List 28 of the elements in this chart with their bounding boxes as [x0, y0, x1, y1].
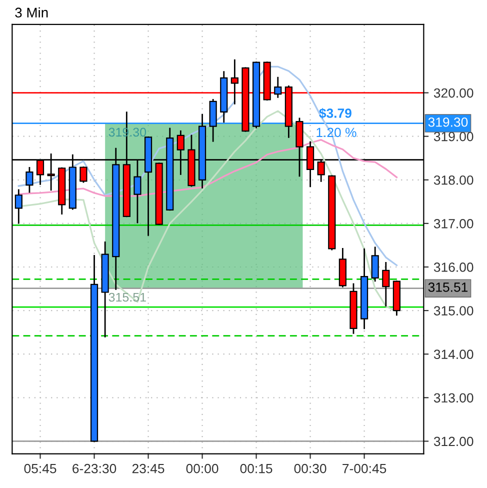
annotation: 315.51: [108, 292, 146, 302]
ref-line-label: 315.51: [428, 282, 468, 292]
x-tick-label: 00:30: [294, 464, 326, 474]
y-tick-label: 314.00: [434, 350, 474, 360]
y-tick-label: 317.00: [434, 219, 474, 228]
x-tick-label: 00:00: [186, 464, 218, 474]
x-tick-label: 7-00:45: [342, 464, 386, 474]
y-tick-label: 312.00: [434, 436, 474, 446]
x-tick-label: 6-23:30: [72, 464, 116, 474]
annotation: $3.79: [319, 108, 352, 119]
candlestick: [26, 166, 34, 193]
candlestick: [80, 166, 88, 183]
chart-title: 3 Min: [15, 7, 48, 18]
x-tick-label: 23:45: [132, 464, 164, 474]
y-tick-label: 315.00: [434, 306, 474, 316]
candlestick: [371, 246, 379, 282]
candlestick: [274, 76, 282, 98]
y-tick-label: 318.00: [434, 175, 474, 185]
y-tick-label: 316.00: [434, 262, 474, 272]
y-tick-label: 313.00: [434, 393, 474, 403]
annotation: 1.20 %: [316, 128, 356, 138]
candlestick: [382, 262, 390, 306]
candlestick: [14, 189, 22, 224]
y-tick-label: 320.00: [434, 88, 474, 98]
x-tick-label: 05:45: [24, 464, 56, 474]
x-tick-label: 00:15: [240, 464, 272, 474]
y-tick-label: 319.00: [434, 132, 474, 142]
ref-line-label: 319.30: [428, 117, 468, 127]
